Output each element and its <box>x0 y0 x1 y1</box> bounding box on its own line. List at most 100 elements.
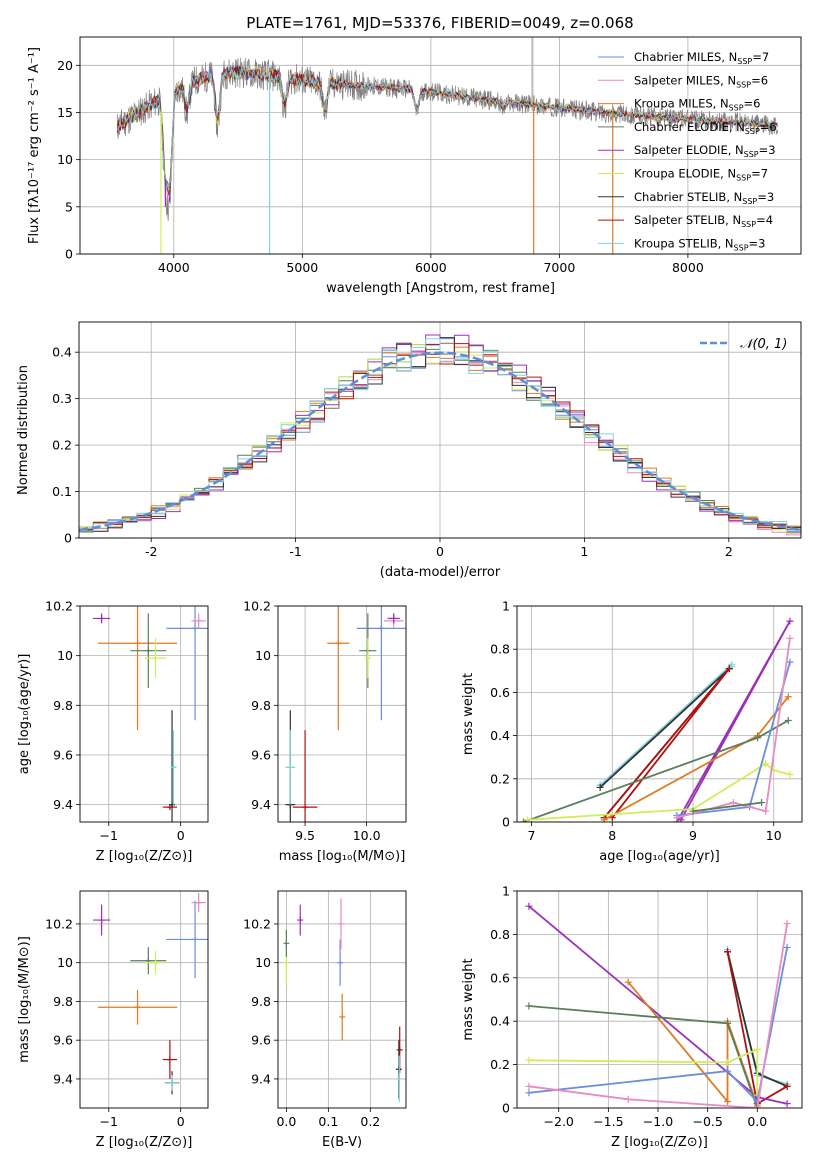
weight-point-marker <box>523 816 531 822</box>
y-tick-label: 0.4 <box>490 1014 510 1029</box>
y-axis-label: mass weight <box>461 673 476 755</box>
weight-point-marker <box>673 814 681 822</box>
legend-count: =3 <box>759 143 776 157</box>
weight-point-marker <box>600 816 608 822</box>
x-axis-label: age [log₁₀(age/yr)] <box>599 849 720 864</box>
axes-frame <box>79 36 802 255</box>
legend-count: =3 <box>757 190 774 204</box>
data-point-marker <box>169 1079 176 1086</box>
legend-subscript: SSP <box>734 243 749 252</box>
y-tick-label: 0.1 <box>52 484 72 499</box>
x-tick-label: −1.5 <box>593 1114 623 1129</box>
legend-entry: Kroupa MILES, NSSP=6 <box>634 97 760 113</box>
legend-subscript: SSP <box>736 80 751 89</box>
plot-area <box>283 898 403 1103</box>
legend-label: Salpeter MILES, N <box>634 73 736 87</box>
weight-point-marker <box>783 920 791 928</box>
data-point-marker <box>145 647 152 654</box>
weight-point-marker <box>786 617 794 625</box>
x-tick-label: 4000 <box>158 260 190 275</box>
x-tick-label: −1 <box>100 1114 118 1129</box>
x-tick-label: 0 <box>436 544 444 559</box>
legend-label: Chabrier STELIB, N <box>634 190 742 204</box>
y-tick-label: 0.3 <box>52 391 72 406</box>
axes-frame <box>78 321 802 539</box>
y-tick-label: 0.2 <box>490 1057 510 1072</box>
y-tick-label: 15 <box>57 105 73 120</box>
normal-legend-label: 𝒩(0, 1) <box>740 337 787 352</box>
x-tick-label: 0.1 <box>318 1114 338 1129</box>
weight-point-marker <box>519 818 527 822</box>
weight-line-kroupa-elodie <box>527 762 791 821</box>
legend-count: =3 <box>749 236 766 250</box>
axes: 7 8 9 10 0 0.2 0.4 0.6 0.8 1 age [log₁₀(age/yr)] ma… <box>461 599 803 864</box>
x-axis-label: Z [log₁₀(Z/Z⊙)] <box>96 1135 193 1150</box>
x-tick-label: 0.2 <box>360 1114 380 1129</box>
data-point-marker <box>170 764 177 771</box>
y-tick-label: 9.6 <box>53 747 73 762</box>
data-point-marker <box>283 940 290 947</box>
mass-weight-vs-metallicity-panel: −2.0 −1.5 −1.0 −0.5 0.0 0 0.2 0.4 0.6 0.8 1 Z [log₁… <box>461 884 803 1150</box>
weight-point-marker <box>784 716 792 724</box>
legend-entry: Salpeter MILES, NSSP=6 <box>634 73 768 89</box>
legend-count: =4 <box>756 213 773 227</box>
weight-point-marker <box>724 1067 732 1075</box>
legend-label: Kroupa MILES, N <box>634 97 729 111</box>
y-tick-label: 10 <box>57 152 73 167</box>
mass-vs-extinction-panel: 0.0 0.1 0.2 9.4 9.6 9.8 10 10.2 E(B-V) <box>243 890 407 1150</box>
axes-frame <box>277 890 407 1109</box>
y-tick-label: 9.8 <box>251 698 271 713</box>
data-point-marker <box>297 917 304 924</box>
x-tick-label: −0.5 <box>692 1114 722 1129</box>
y-axis-label: mass [log₁₀(M/M⊙)] <box>17 936 32 1063</box>
y-axis-label: Normed distribution <box>16 365 31 495</box>
y-tick-label: 10 <box>57 955 73 970</box>
weight-point-marker <box>596 783 604 791</box>
x-axis-label: Z [log₁₀(Z/Z⊙)] <box>96 849 193 864</box>
y-tick-label: 0.4 <box>52 345 72 360</box>
y-tick-label: 0.6 <box>490 685 510 700</box>
y-tick-label: 9.4 <box>53 797 73 812</box>
y-tick-label: 9.6 <box>251 747 271 762</box>
legend-subscript: SSP <box>741 220 756 229</box>
x-tick-label: -1 <box>289 544 301 559</box>
data-point-marker <box>337 920 344 927</box>
weight-line-salpeter-miles <box>528 923 788 1108</box>
data-point-marker <box>98 615 105 622</box>
weight-point-marker <box>525 1056 533 1064</box>
age-vs-metallicity-panel: −1 0 9.4 9.6 9.8 10 10.2 Z [log₁₀(Z/Z⊙)] age [lo… <box>17 599 209 864</box>
axes-frame <box>277 605 407 823</box>
y-tick-label: 0 <box>502 1101 510 1116</box>
y-tick-label: 10 <box>57 648 73 663</box>
data-point-marker <box>134 1004 141 1011</box>
data-point-marker <box>134 640 141 647</box>
data-point-marker <box>396 1075 403 1082</box>
weight-line-kroupa-elodie <box>528 1048 759 1095</box>
y-tick-label: 10.2 <box>45 916 73 931</box>
weight-line-chabrier-miles <box>528 947 788 1104</box>
weight-point-marker <box>753 1104 761 1108</box>
weight-point-marker <box>754 734 762 742</box>
weight-point-marker <box>762 807 770 815</box>
y-tick-label: 1 <box>502 884 510 899</box>
data-point-marker <box>195 899 202 906</box>
normal-curve-line <box>79 351 801 532</box>
legend-subscript: SSP <box>744 150 759 159</box>
x-tick-label: 0 <box>177 1114 185 1129</box>
axes: −1 0 9.4 9.6 9.8 10 10.2 Z [log₁₀(Z/Z⊙)] age [lo… <box>17 599 209 864</box>
residual-histogram-panel: -2 -1 0 1 2 0 0.1 0.2 0.3 0.4 (data-model)/error No… <box>16 321 802 580</box>
x-tick-label: 7000 <box>543 260 575 275</box>
y-axis-label: mass weight <box>461 958 476 1040</box>
data-point-marker <box>390 615 397 622</box>
data-point-marker <box>169 801 176 808</box>
weight-point-marker <box>525 1082 533 1090</box>
y-tick-label: 10.2 <box>45 599 73 614</box>
grid-lines <box>80 891 208 1108</box>
legend-count: =6 <box>760 120 777 134</box>
x-tick-label: 2 <box>725 544 733 559</box>
weight-point-marker <box>525 1002 533 1010</box>
y-axis-label: age [log₁₀(age/yr)] <box>17 654 32 775</box>
data-point-marker <box>335 640 342 647</box>
